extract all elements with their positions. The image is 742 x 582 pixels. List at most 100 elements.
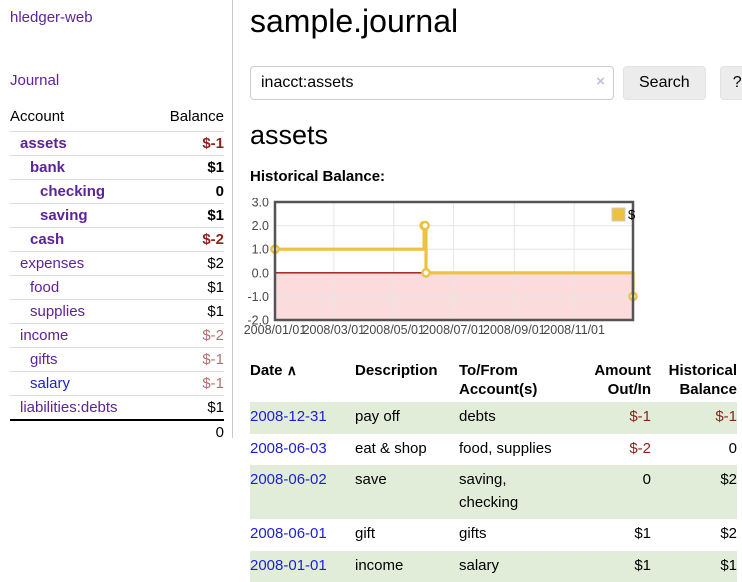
- transaction-row: 2008-12-31 pay off debts $-1 $-1: [250, 402, 737, 434]
- svg-text:2008/03/01: 2008/03/01: [303, 323, 366, 337]
- sidebar-account-liabilities-debts[interactable]: liabilities:debts: [20, 399, 118, 416]
- legend-swatch-icon: [611, 207, 626, 222]
- account-balance: $-1: [152, 371, 224, 396]
- svg-text:0.0: 0.0: [252, 266, 269, 280]
- sidebar: hledger-web Journal Account Balance asse…: [0, 0, 233, 444]
- search-button[interactable]: Search: [623, 65, 706, 100]
- register-header-date[interactable]: Date ∧: [250, 361, 297, 379]
- sidebar-item-journal[interactable]: Journal: [10, 72, 60, 89]
- search-form: × Search ?: [250, 65, 742, 100]
- sidebar-account-saving[interactable]: saving: [40, 207, 88, 224]
- account-row: expenses $2: [10, 251, 224, 276]
- transaction-description: income: [355, 556, 404, 574]
- sidebar-account-assets[interactable]: assets: [20, 135, 67, 152]
- transaction-accounts: debts: [459, 408, 496, 426]
- transaction-date-link[interactable]: 2008-06-01: [250, 525, 327, 543]
- accounts-total-row: 0: [10, 419, 224, 444]
- account-row: bank $1: [10, 155, 224, 180]
- account-balance: $1: [152, 203, 224, 228]
- transaction-balance: $2: [720, 525, 737, 543]
- account-row: checking 0: [10, 179, 224, 204]
- transaction-amount: $-1: [629, 408, 651, 426]
- account-balance: $-1: [152, 347, 224, 372]
- transaction-accounts: salary: [459, 556, 500, 574]
- transaction-description: pay off: [355, 408, 400, 426]
- app-title-link[interactable]: hledger-web: [10, 9, 93, 26]
- transaction-row: 2008-01-01 income salary $1 $1: [250, 550, 737, 582]
- transaction-description: gift: [355, 525, 376, 543]
- search-input[interactable]: [250, 65, 614, 100]
- account-row: supplies $1: [10, 299, 224, 324]
- transaction-description: save: [355, 471, 387, 489]
- account-row: income $-2: [10, 323, 224, 348]
- transaction-date-link[interactable]: 2008-06-02: [250, 471, 327, 489]
- sidebar-account-supplies[interactable]: supplies: [30, 303, 86, 320]
- account-row: salary $-1: [10, 371, 224, 396]
- page-title: sample.journal: [250, 3, 459, 39]
- register-header-description: Description: [355, 361, 438, 379]
- sidebar-account-checking[interactable]: checking: [40, 183, 106, 200]
- svg-text:$: $: [628, 207, 636, 222]
- sidebar-account-gifts[interactable]: gifts: [30, 351, 58, 368]
- svg-text:2008/11/01: 2008/11/01: [543, 323, 605, 337]
- account-balance: $2: [152, 251, 224, 276]
- register-header-balance: Historical Balance: [668, 361, 737, 398]
- sidebar-account-bank[interactable]: bank: [30, 159, 66, 176]
- chart-title: Historical Balance:: [250, 167, 386, 185]
- svg-text:2.0: 2.0: [252, 219, 269, 233]
- transaction-date-link[interactable]: 2008-06-03: [250, 439, 327, 457]
- account-row: cash $-2: [10, 227, 224, 252]
- transaction-accounts: saving, checking: [459, 471, 519, 511]
- transaction-description: eat & shop: [355, 439, 427, 457]
- register-header-amount: Amount Out/In: [594, 361, 651, 398]
- transaction-amount: $-2: [629, 439, 651, 457]
- chart-canvas: 3.0 2.0 1.0 0.0 -1.0 -2.02008/01/012008/03/01…: [244, 198, 638, 337]
- svg-text:1.0: 1.0: [252, 243, 269, 257]
- register-header-accounts: To/From Account(s): [459, 361, 538, 398]
- account-balance: 0: [152, 179, 224, 204]
- clear-search-icon[interactable]: ×: [596, 72, 605, 90]
- account-balance: $1: [152, 395, 224, 420]
- account-balance: $1: [152, 155, 224, 180]
- account-row: assets $-1: [10, 131, 224, 156]
- transaction-date-link[interactable]: 2008-01-01: [250, 556, 327, 574]
- account-heading: assets: [250, 119, 329, 150]
- accounts-table: Account Balance assets $-1 bank $1 checking 0…: [10, 108, 224, 444]
- account-balance: $-1: [152, 131, 224, 156]
- svg-text:-2.0: -2.0: [247, 313, 269, 327]
- sort-asc-icon: ∧: [286, 361, 297, 378]
- transaction-date-link[interactable]: 2008-12-31: [250, 408, 327, 426]
- transaction-balance: 0: [728, 439, 737, 457]
- svg-text:2008/09/01: 2008/09/01: [483, 323, 546, 337]
- accounts-header-account: Account: [10, 108, 65, 125]
- transaction-balance: $-1: [715, 408, 737, 426]
- help-button[interactable]: ?: [719, 65, 742, 100]
- transaction-amount: $1: [634, 525, 651, 543]
- sidebar-account-food[interactable]: food: [30, 279, 60, 296]
- sidebar-account-expenses[interactable]: expenses: [20, 255, 85, 272]
- register-table: Date ∧ Description To/From Account(s) Am…: [250, 360, 737, 582]
- account-balance: $-2: [152, 227, 224, 252]
- transaction-balance: $2: [720, 471, 737, 489]
- account-row: saving $1: [10, 203, 224, 228]
- account-balance: $1: [152, 299, 224, 324]
- transaction-accounts: food, supplies: [459, 439, 552, 457]
- svg-text:2008/01/01: 2008/01/01: [244, 323, 307, 337]
- transaction-accounts: gifts: [459, 525, 487, 543]
- sidebar-account-income[interactable]: income: [20, 327, 69, 344]
- svg-text:2008/07/01: 2008/07/01: [422, 323, 485, 337]
- svg-text:3.0: 3.0: [252, 198, 269, 210]
- account-row: gifts $-1: [10, 347, 224, 372]
- accounts-header-balance: Balance: [169, 108, 224, 125]
- transaction-row: 2008-06-03 eat & shop food, supplies $-2 0: [250, 434, 737, 466]
- transaction-row: 2008-06-01 gift gifts $1 $2: [250, 519, 737, 551]
- sidebar-account-cash[interactable]: cash: [30, 231, 65, 248]
- transaction-amount: $1: [634, 556, 651, 574]
- account-row: liabilities:debts $1: [10, 395, 224, 420]
- transaction-balance: $1: [720, 556, 737, 574]
- sidebar-account-salary[interactable]: salary: [30, 375, 71, 392]
- account-row: food $1: [10, 275, 224, 300]
- transaction-row: 2008-06-02 save saving, checking 0 $2: [250, 465, 737, 520]
- svg-text:2008/05/01: 2008/05/01: [362, 323, 425, 337]
- account-balance: $1: [152, 275, 224, 300]
